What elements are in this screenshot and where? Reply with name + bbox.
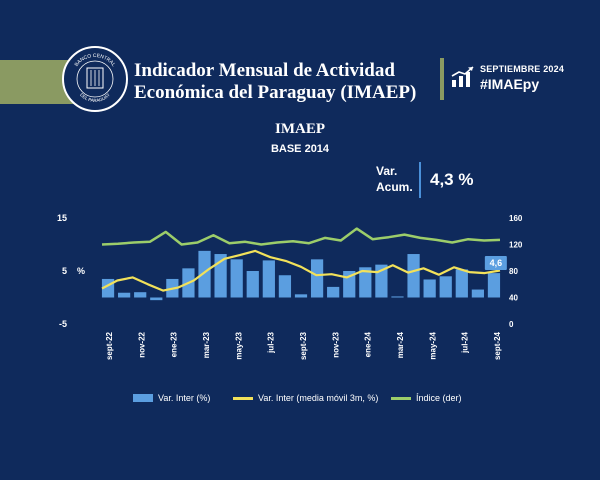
y-right-tick-label: 80 (509, 267, 518, 276)
last-value-tag (484, 256, 507, 270)
bar (327, 286, 340, 298)
y-right-tick-label: 0 (509, 320, 514, 329)
legend-swatch-mm (233, 396, 253, 400)
series-line-index (101, 227, 501, 246)
bar (134, 292, 147, 298)
x-tick-label: jul-24 (461, 331, 470, 353)
bar (471, 289, 484, 298)
header-divider (440, 58, 444, 100)
imaep-chart: 15 5 -5% 160 120 80 40 0 4,6 sept-22 nov-22 ene-23 m… (57, 213, 523, 360)
bar (455, 269, 468, 298)
bar (278, 275, 292, 298)
legend-item-index: Índice (der) (391, 391, 462, 405)
svg-text:BANCO CENTRAL: BANCO CENTRAL (74, 53, 117, 68)
x-tick-label: sept-24 (493, 331, 502, 360)
x-tick-label: mar-24 (396, 331, 405, 358)
x-tick-label: may-24 (428, 331, 437, 359)
accum-divider (419, 162, 421, 198)
legend-label-bars: Var. Inter (%) (158, 393, 211, 403)
chart-subtitle: BASE 2014 (270, 143, 330, 155)
page-title: Indicador Mensual de Actividad Económica… (134, 60, 416, 104)
report-month: SEPTIEMBRE 2024 (480, 64, 565, 74)
title-line-2: Económica del Paraguay (IMAEP) (134, 82, 417, 103)
bar (310, 259, 324, 298)
accum-label-2: Acum. (376, 180, 413, 194)
x-tick-label: ene-23 (170, 331, 179, 357)
stats-icon (451, 66, 474, 87)
y-left-unit-label: % (77, 266, 85, 276)
y-left-tick-label: -5 (59, 319, 67, 329)
hashtag: #IMAEpy (480, 76, 540, 92)
bar (214, 254, 227, 298)
x-tick-label: nov-22 (137, 331, 146, 357)
legend-label-index: Índice (der) (416, 393, 462, 403)
svg-text:DEL PARAGUAY: DEL PARAGUAY (79, 92, 111, 103)
legend-item-bars: Var. Inter (%) (133, 391, 210, 405)
bank-seal-logo: BANCO CENTRAL DEL PARAGUAY (62, 46, 128, 112)
legend-item-mm: Var. Inter (media móvil 3m, %) (233, 391, 378, 405)
y-left-tick-label: 5 (62, 266, 67, 276)
title-line-1: Indicador Mensual de Actividad (134, 60, 395, 81)
legend-label-mm: Var. Inter (media móvil 3m, %) (258, 393, 379, 403)
bar (423, 279, 436, 298)
x-tick-label: nov-23 (331, 331, 340, 357)
x-tick-label: ene-24 (364, 331, 373, 357)
x-tick-label: sept-22 (105, 331, 114, 360)
bar (198, 250, 211, 298)
y-right-tick-label: 120 (509, 241, 523, 250)
legend-swatch-index (391, 396, 411, 400)
last-value-label: 4,6 (490, 258, 503, 268)
x-tick-label: mar-23 (202, 331, 211, 358)
accum-label-1: Var. (376, 164, 398, 178)
bar (230, 259, 243, 298)
bar (118, 292, 131, 298)
bar (391, 296, 404, 298)
bar (359, 267, 372, 298)
bar (294, 294, 308, 298)
x-tick-label: jul-23 (267, 331, 276, 353)
legend-swatch-bars (133, 394, 153, 402)
bar (262, 260, 275, 298)
bar (439, 276, 452, 298)
y-right-tick-label: 40 (509, 294, 518, 303)
accum-value: 4,3 % (430, 170, 474, 189)
bar (487, 273, 501, 298)
bar (150, 297, 163, 301)
series-line-moving-average (101, 249, 501, 292)
bar (246, 271, 259, 298)
y-right-tick-label: 160 (509, 214, 523, 223)
chart-title: IMAEP (275, 121, 325, 137)
y-left-tick-label: 15 (57, 213, 67, 223)
x-tick-label: may-23 (234, 331, 243, 359)
bar (407, 254, 420, 298)
x-tick-label: sept-23 (299, 331, 308, 360)
